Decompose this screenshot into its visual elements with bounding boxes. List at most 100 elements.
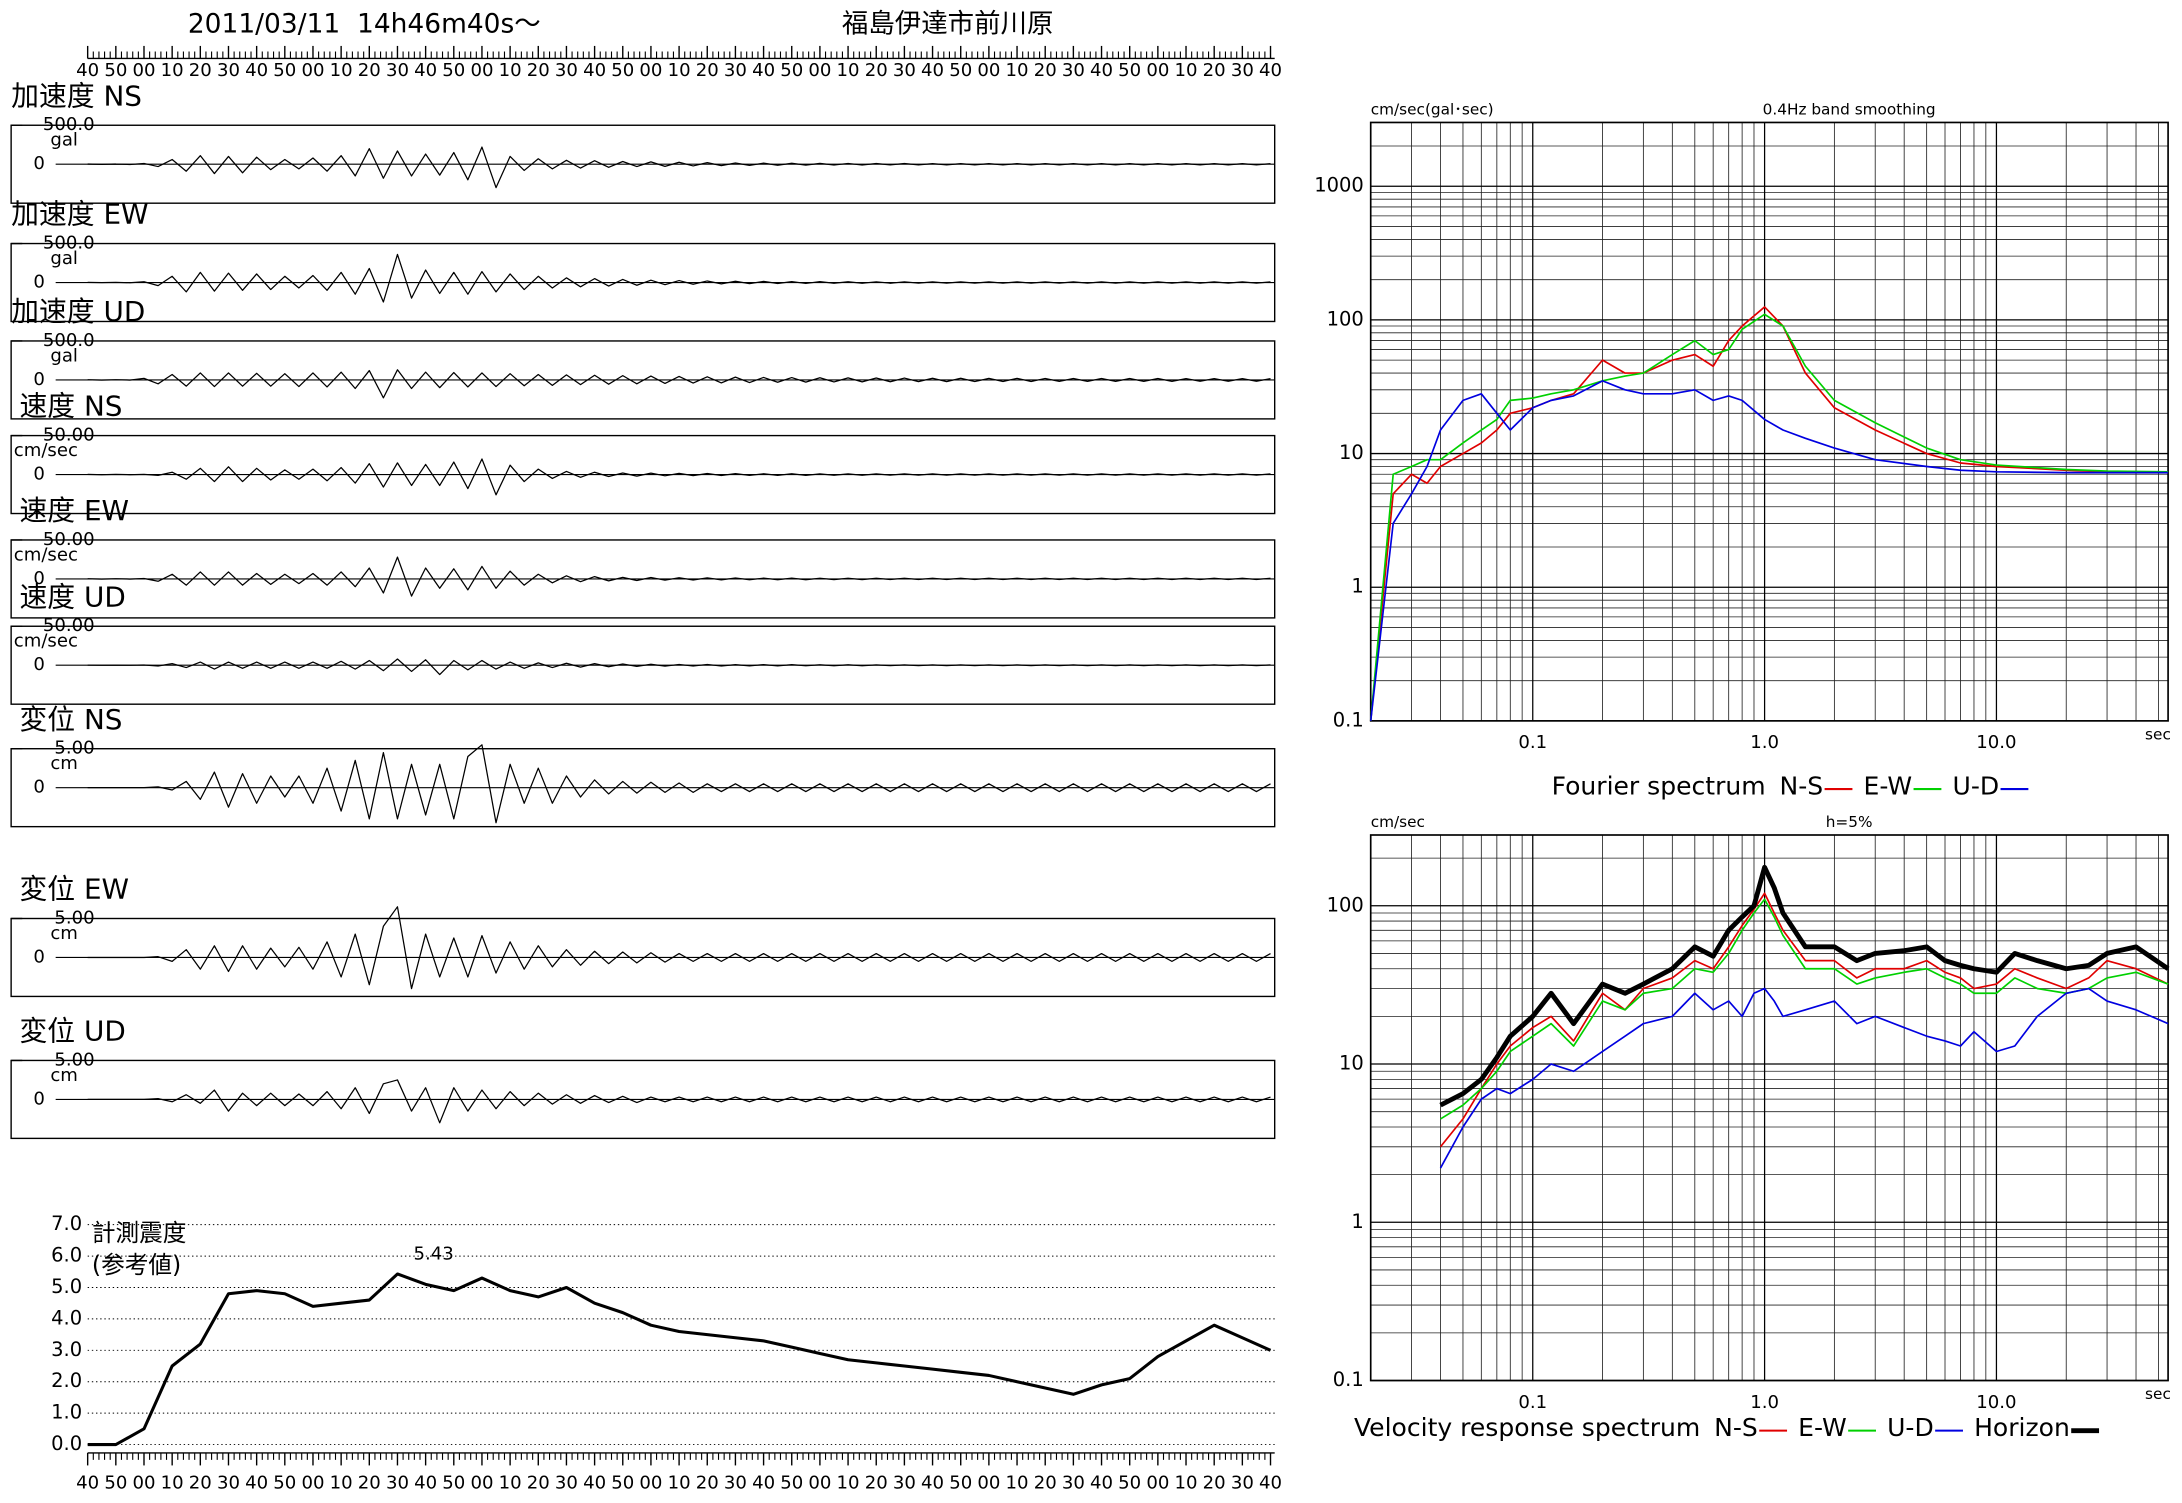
y-tick-label: 3.0 bbox=[51, 1338, 82, 1361]
x-tick-label: 50 bbox=[104, 60, 127, 81]
legend-title: Fourier spectrum bbox=[1552, 772, 1766, 801]
chart-subtitle: h=5% bbox=[1826, 813, 1873, 831]
x-tick-label: 10 bbox=[1006, 1473, 1029, 1494]
panel-label: 加速度 EW bbox=[11, 198, 148, 231]
x-tick-label: 40 bbox=[414, 1473, 437, 1494]
x-tick-label: 20 bbox=[527, 1473, 550, 1494]
x-tick-label: 30 bbox=[724, 60, 747, 81]
legend-label: N-S bbox=[1780, 772, 1824, 801]
x-tick-label: 20 bbox=[865, 60, 888, 81]
x-tick-label: 50 bbox=[273, 60, 296, 81]
y-tick-label: 50.00 bbox=[43, 615, 95, 636]
plot-frame bbox=[1369, 121, 2169, 722]
x-tick-label: 10 bbox=[837, 1473, 860, 1494]
x-tick-label: 20 bbox=[1203, 60, 1226, 81]
unit-label: gal bbox=[50, 345, 78, 366]
y-tick-label: 0 bbox=[33, 464, 45, 485]
x-tick-label: 00 bbox=[132, 1473, 155, 1494]
x-tick-label: 30 bbox=[1231, 1473, 1254, 1494]
x-tick-label: 20 bbox=[1034, 1473, 1057, 1494]
x-tick-label: 40 bbox=[583, 60, 606, 81]
x-tick-label: 20 bbox=[527, 60, 550, 81]
waveform-line bbox=[87, 146, 1271, 189]
y-tick-label: 500.0 bbox=[43, 114, 95, 135]
x-tick-label: 1.0 bbox=[1750, 1392, 1779, 1413]
x-tick-label: 40 bbox=[921, 1473, 944, 1494]
y-tick-label: 1 bbox=[1351, 1210, 1363, 1233]
y-tick-label: 0.0 bbox=[51, 1432, 82, 1455]
x-tick-label: 10 bbox=[668, 1473, 691, 1494]
x-axis-label: sec bbox=[2145, 1385, 2171, 1403]
unit-label: cm/sec bbox=[14, 631, 78, 652]
legend-label: N-S bbox=[1714, 1413, 1758, 1442]
x-tick-label: 20 bbox=[189, 60, 212, 81]
x-tick-label: 00 bbox=[301, 1473, 324, 1494]
y-tick-label: 1 bbox=[1351, 575, 1363, 598]
waveform-line bbox=[87, 556, 1271, 597]
x-tick-label: 50 bbox=[949, 1473, 972, 1494]
panel-label: 加速度 UD bbox=[11, 295, 145, 328]
waveform-line bbox=[87, 369, 1271, 399]
x-tick-label: 30 bbox=[724, 1473, 747, 1494]
x-tick-label: 00 bbox=[977, 60, 1000, 81]
legend-label: U-D bbox=[1953, 772, 2000, 801]
x-tick-label: 30 bbox=[555, 1473, 578, 1494]
unit-label: gal bbox=[50, 248, 78, 269]
x-tick-label: 50 bbox=[442, 60, 465, 81]
y-axis-label: cm/sec(gal･sec) bbox=[1371, 100, 1494, 118]
legend-title: Velocity response spectrum bbox=[1354, 1413, 1700, 1442]
y-tick-label: 6.0 bbox=[51, 1244, 82, 1267]
x-tick-label: 40 bbox=[1259, 1473, 1282, 1494]
x-tick-label: 20 bbox=[358, 1473, 381, 1494]
waveform-line bbox=[87, 1079, 1271, 1124]
y-tick-label: 10 bbox=[1339, 441, 1364, 464]
x-tick-label: 30 bbox=[386, 1473, 409, 1494]
series-line bbox=[1439, 987, 2169, 1169]
x-tick-label: 40 bbox=[245, 1473, 268, 1494]
x-tick-label: 50 bbox=[949, 60, 972, 81]
y-tick-label: 0 bbox=[33, 946, 45, 967]
panel-label: 速度 UD bbox=[19, 580, 125, 613]
panel-label: 速度 NS bbox=[19, 390, 122, 423]
panel-label: 速度 EW bbox=[19, 494, 129, 527]
y-axis-label: 計測震度 bbox=[92, 1219, 187, 1247]
x-tick-label: 50 bbox=[1118, 60, 1141, 81]
y-tick-label: 0.1 bbox=[1333, 708, 1364, 731]
y-tick-label: 50.00 bbox=[43, 425, 95, 446]
y-tick-label: 500.0 bbox=[43, 233, 95, 254]
x-tick-label: 10 bbox=[161, 60, 184, 81]
panel-label: 変位 NS bbox=[19, 703, 122, 736]
x-tick-label: 20 bbox=[1203, 1473, 1226, 1494]
x-tick-label: 40 bbox=[583, 1473, 606, 1494]
y-tick-label: 0 bbox=[33, 1088, 45, 1109]
y-tick-label: 1000 bbox=[1314, 174, 1364, 197]
y-tick-label: 4.0 bbox=[51, 1306, 82, 1329]
x-tick-label: 10 bbox=[499, 60, 522, 81]
x-tick-label: 50 bbox=[611, 60, 634, 81]
x-tick-label: 10 bbox=[1175, 1473, 1198, 1494]
x-tick-label: 10 bbox=[330, 60, 353, 81]
x-tick-label: 00 bbox=[808, 60, 831, 81]
x-tick-label: 40 bbox=[752, 1473, 775, 1494]
x-tick-label: 20 bbox=[696, 60, 719, 81]
x-tick-label: 30 bbox=[217, 60, 240, 81]
x-tick-label: 00 bbox=[639, 60, 662, 81]
y-tick-label: 0 bbox=[33, 654, 45, 675]
intensity-line bbox=[87, 1272, 1272, 1447]
x-tick-label: 40 bbox=[76, 60, 99, 81]
record-datetime: 2011/03/11 14h46m40s〜 bbox=[188, 9, 541, 40]
x-tick-label: 10 bbox=[161, 1473, 184, 1494]
x-tick-label: 0.1 bbox=[1518, 732, 1547, 753]
x-tick-label: 40 bbox=[414, 60, 437, 81]
y-tick-label: 5.00 bbox=[54, 907, 94, 928]
x-tick-label: 40 bbox=[752, 60, 775, 81]
legend-label: U-D bbox=[1887, 1413, 1934, 1442]
x-tick-label: 00 bbox=[301, 60, 324, 81]
x-tick-label: 00 bbox=[639, 1473, 662, 1494]
y-tick-label: 5.00 bbox=[54, 738, 94, 759]
x-tick-label: 10.0 bbox=[1976, 1392, 2016, 1413]
x-tick-label: 50 bbox=[442, 1473, 465, 1494]
x-tick-label: 50 bbox=[104, 1473, 127, 1494]
waveform-line bbox=[87, 658, 1271, 676]
